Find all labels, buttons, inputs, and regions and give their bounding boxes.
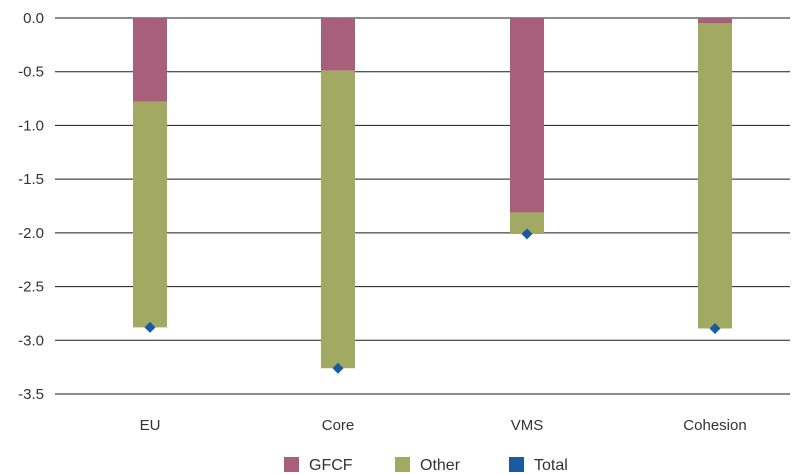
legend-swatch-total — [509, 457, 524, 472]
legend-swatch-other — [395, 457, 410, 472]
legend-label-total: Total — [534, 457, 568, 474]
total-marker-core — [332, 362, 344, 374]
bar-other-core — [321, 70, 355, 369]
x-tick-label: Cohesion — [683, 417, 746, 434]
legend-label-other: Other — [420, 457, 461, 474]
bar-other-vms — [510, 212, 544, 234]
x-tick-label: EU — [140, 417, 161, 434]
total-marker-eu — [144, 321, 156, 333]
y-tick-label: -2.5 — [18, 279, 44, 296]
legend: GFCF Other Total — [284, 457, 568, 474]
y-axis-ticks: 0.0 -0.5 -1.0 -1.5 -2.0 -2.5 -3.0 -3.5 — [18, 10, 44, 403]
bar-gfcf-eu — [133, 18, 167, 102]
x-tick-label: VMS — [511, 417, 544, 434]
total-marker-cohesion — [709, 322, 721, 334]
bar-other-eu — [133, 101, 167, 328]
bar-gfcf-core — [321, 18, 355, 71]
legend-label-gfcf: GFCF — [309, 457, 353, 474]
bar-gfcf-vms — [510, 18, 544, 213]
total-marker-vms — [521, 228, 533, 240]
y-tick-label: -0.5 — [18, 64, 44, 81]
x-axis-ticks: EU Core VMS Cohesion — [140, 417, 747, 434]
x-tick-label: Core — [322, 417, 355, 434]
y-tick-label: -1.0 — [18, 117, 44, 134]
y-tick-label: -1.5 — [18, 171, 44, 188]
bars — [133, 18, 732, 369]
y-tick-label: -2.0 — [18, 225, 44, 242]
y-tick-label: -3.0 — [18, 332, 44, 349]
bar-gfcf-cohesion — [698, 18, 732, 24]
total-markers — [144, 228, 721, 374]
y-tick-label: 0.0 — [23, 10, 44, 27]
bar-other-cohesion — [698, 23, 732, 329]
legend-swatch-gfcf — [284, 457, 299, 472]
y-tick-label: -3.5 — [18, 386, 44, 403]
gridlines — [55, 17, 790, 395]
